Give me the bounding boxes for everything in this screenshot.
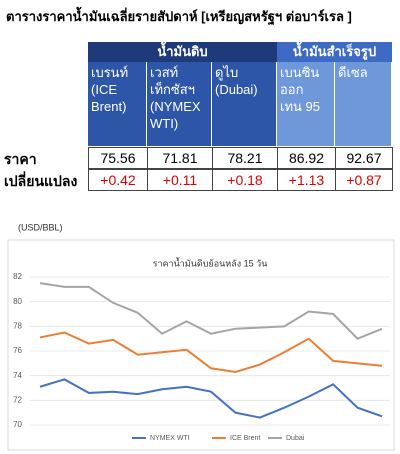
column-header: ดูไบ (Dubai) (212, 62, 277, 146)
group-header: น้ำมันดิบ (88, 42, 277, 62)
group-header: น้ำมันสำเร็จรูป (277, 42, 392, 62)
y-axis-label: (USD/BBL) (18, 222, 63, 232)
y-tick-label: 70 (13, 420, 22, 429)
page-title: ตารางราคาน้ำมันเฉลี่ยรายสัปดาห์ [เหรียญส… (6, 9, 352, 24)
y-tick-label: 78 (13, 321, 22, 330)
chart-frame (7, 239, 395, 451)
column-header: เวสท์ เท็กซัสฯ (NYMEX WTI) (147, 62, 212, 146)
column-header: ดีเซล (335, 62, 392, 146)
series-line (39, 378, 383, 419)
legend-label: ICE Brent (230, 435, 260, 442)
y-tick-label: 80 (13, 297, 22, 306)
series-line (39, 331, 383, 373)
row-label: ราคา (4, 151, 37, 167)
y-tick-label: 74 (13, 371, 22, 380)
legend-label: NYMEX WTI (150, 435, 190, 442)
column-header: เบรนท์ (ICE Brent) (88, 62, 147, 146)
legend-label: Dubai (286, 435, 305, 442)
table-cell: +0.87 (335, 169, 393, 191)
table-cell: 92.67 (335, 147, 393, 169)
y-tick-label: 72 (13, 395, 22, 404)
y-tick-label: 82 (13, 272, 22, 281)
chart-title: ราคาน้ำมันดิบย้อนหลัง 15 วัน (153, 256, 268, 268)
series-line (39, 282, 383, 340)
column-header: เบนซิน ออก เทน 95 (277, 62, 335, 146)
row-label: เปลี่ยนแปลง (4, 173, 78, 189)
y-tick-label: 76 (13, 346, 22, 355)
